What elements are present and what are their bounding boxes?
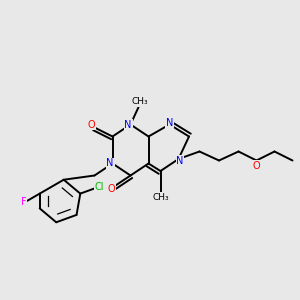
Text: N: N xyxy=(166,118,173,128)
Text: N: N xyxy=(106,158,114,169)
Text: F: F xyxy=(21,197,26,207)
Text: N: N xyxy=(176,155,184,166)
Text: O: O xyxy=(88,119,95,130)
Text: CH₃: CH₃ xyxy=(153,193,169,202)
Text: O: O xyxy=(107,184,115,194)
Text: O: O xyxy=(253,161,260,171)
Text: N: N xyxy=(124,119,132,130)
Text: Cl: Cl xyxy=(95,182,104,192)
Text: CH₃: CH₃ xyxy=(132,98,148,106)
